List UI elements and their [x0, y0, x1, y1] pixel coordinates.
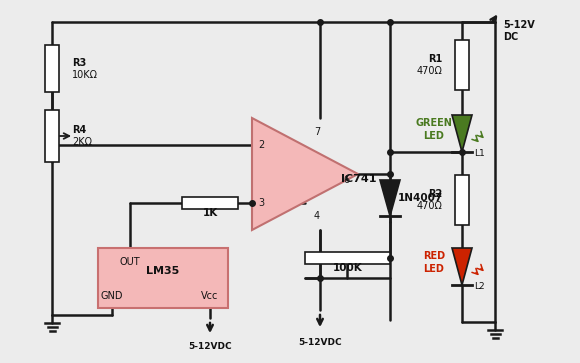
Text: L2: L2: [474, 282, 485, 291]
Text: 10KΩ: 10KΩ: [72, 69, 98, 79]
Bar: [98, 248, 228, 308]
Bar: [455, 40, 469, 90]
Text: LM35: LM35: [146, 266, 180, 276]
Text: IC741: IC741: [341, 174, 377, 184]
Text: 470Ω: 470Ω: [416, 66, 442, 76]
Text: 7: 7: [314, 127, 320, 137]
Text: 2: 2: [258, 140, 264, 150]
Text: 1N4007: 1N4007: [398, 193, 443, 203]
Text: L1: L1: [474, 149, 485, 158]
Text: 4: 4: [314, 211, 320, 221]
Text: OUT: OUT: [119, 257, 140, 267]
Text: RED
LED: RED LED: [423, 251, 445, 274]
Bar: [45, 110, 59, 162]
Text: R4: R4: [72, 125, 86, 135]
Text: 5-12VDC: 5-12VDC: [298, 338, 342, 347]
Text: GREEN
LED: GREEN LED: [415, 118, 452, 141]
Text: R1: R1: [428, 54, 442, 64]
Text: 100K: 100K: [332, 263, 362, 273]
Bar: [305, 252, 390, 264]
Text: 470Ω: 470Ω: [416, 201, 442, 211]
Polygon shape: [380, 180, 400, 216]
Polygon shape: [452, 248, 472, 285]
Text: R3: R3: [72, 57, 86, 68]
Bar: [45, 45, 59, 92]
Polygon shape: [452, 115, 472, 152]
Text: 1K: 1K: [202, 208, 218, 218]
Text: 3: 3: [258, 198, 264, 208]
Text: 2KΩ: 2KΩ: [72, 137, 92, 147]
Text: Vcc: Vcc: [201, 291, 219, 301]
Text: 6: 6: [344, 175, 350, 185]
Bar: [182, 197, 238, 209]
Text: 5-12VDC: 5-12VDC: [188, 342, 232, 351]
Text: GND: GND: [101, 291, 123, 301]
Text: R2: R2: [428, 189, 442, 199]
Polygon shape: [252, 118, 358, 230]
Text: 5-12V
DC: 5-12V DC: [503, 20, 535, 42]
Bar: [455, 175, 469, 225]
